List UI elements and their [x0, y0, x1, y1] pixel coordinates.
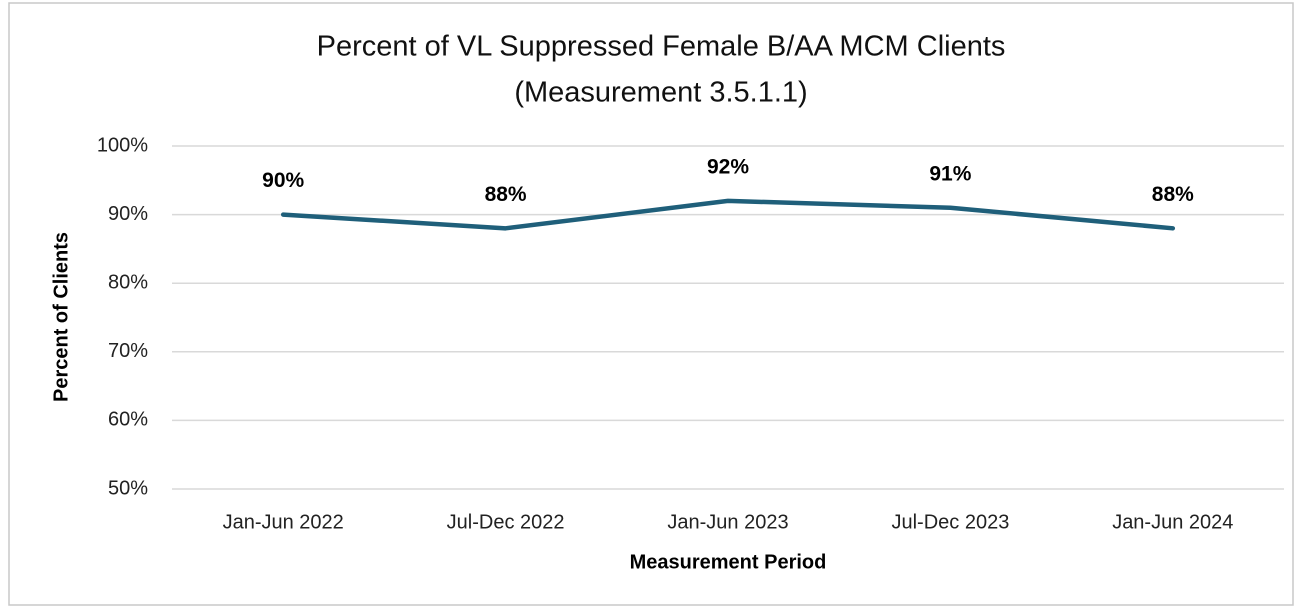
chart-subtitle: (Measurement 3.5.1.1)	[514, 77, 807, 109]
data-label: 88%	[1152, 183, 1194, 206]
y-tick-label: 60%	[108, 409, 148, 431]
x-tick-label: Jan-Jun 2022	[223, 511, 344, 533]
x-tick-label: Jan-Jun 2023	[667, 511, 788, 533]
data-label: 88%	[485, 183, 527, 206]
data-label: 91%	[929, 162, 971, 185]
data-label: 90%	[262, 169, 304, 192]
y-tick-label: 50%	[108, 477, 148, 499]
chart-frame	[8, 2, 1294, 606]
x-tick-label: Jul-Dec 2022	[447, 511, 565, 533]
x-tick-label: Jan-Jun 2024	[1112, 511, 1233, 533]
data-label: 92%	[707, 155, 749, 178]
y-tick-label: 90%	[108, 203, 148, 225]
x-axis-title: Measurement Period	[630, 551, 827, 573]
y-tick-label: 70%	[108, 340, 148, 362]
x-tick-label: Jul-Dec 2023	[891, 511, 1009, 533]
y-tick-label: 100%	[97, 134, 148, 156]
chart-title: Percent of VL Suppressed Female B/AA MCM…	[317, 31, 1006, 63]
data-line	[280, 198, 1176, 231]
y-axis-title: Percent of Clients	[50, 232, 72, 402]
y-tick-label: 80%	[108, 271, 148, 293]
